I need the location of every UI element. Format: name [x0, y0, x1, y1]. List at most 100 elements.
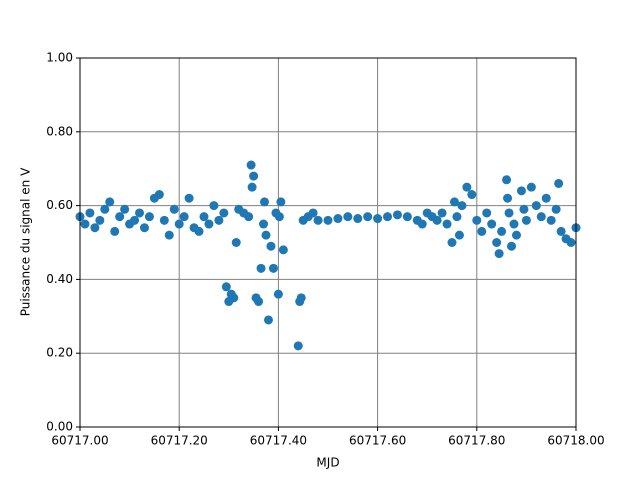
point: [417, 219, 427, 229]
point: [497, 226, 507, 236]
point: [276, 197, 286, 207]
point: [261, 230, 271, 240]
point: [452, 212, 462, 222]
point: [159, 215, 169, 225]
x-tick-label: 60717.00: [51, 434, 108, 448]
point: [266, 241, 276, 251]
point: [174, 219, 184, 229]
point: [80, 219, 90, 229]
point: [353, 214, 363, 224]
point: [531, 201, 541, 211]
point: [566, 238, 576, 247]
x-tick-label: 60717.20: [151, 434, 208, 448]
point: [432, 215, 442, 225]
point: [363, 212, 373, 222]
point: [323, 215, 333, 225]
y-tick-label: 0.20: [46, 346, 73, 360]
point: [184, 193, 194, 203]
point: [249, 171, 259, 181]
y-tick-label: 1.00: [46, 51, 73, 65]
point: [209, 201, 219, 211]
point: [296, 293, 306, 303]
x-tick-label: 60717.80: [448, 434, 505, 448]
point: [504, 208, 514, 218]
point: [231, 238, 241, 247]
point: [551, 204, 561, 214]
point: [105, 197, 115, 207]
point: [541, 193, 551, 203]
point: [343, 212, 353, 222]
point: [546, 215, 556, 225]
y-tick-label: 0.00: [46, 420, 73, 434]
point: [509, 219, 519, 229]
point: [221, 282, 231, 292]
point: [179, 212, 189, 222]
point: [256, 263, 266, 273]
point: [526, 182, 536, 192]
point: [246, 160, 256, 170]
point: [90, 223, 100, 233]
point: [402, 212, 412, 222]
point: [511, 230, 521, 240]
point: [263, 315, 273, 325]
point: [392, 210, 402, 220]
point: [139, 223, 149, 233]
point: [259, 219, 269, 229]
point: [437, 208, 447, 218]
plot-frame: [79, 57, 577, 428]
point: [214, 215, 224, 225]
point: [507, 241, 517, 251]
point: [247, 182, 257, 192]
point: [110, 226, 120, 236]
point: [373, 214, 383, 224]
point: [244, 212, 254, 222]
point: [462, 182, 472, 192]
point: [293, 341, 303, 351]
x-tick-label: 60717.60: [349, 434, 406, 448]
point: [199, 212, 209, 222]
point: [268, 263, 278, 273]
y-tick-label: 0.40: [46, 272, 73, 286]
point: [308, 208, 318, 218]
x-tick-label: 60717.40: [250, 434, 307, 448]
point: [313, 215, 323, 225]
point: [521, 215, 531, 225]
point: [383, 212, 393, 222]
x-tick-label: 60718.00: [547, 434, 604, 448]
point: [556, 226, 566, 236]
point: [454, 230, 464, 240]
point: [502, 175, 512, 185]
point: [554, 178, 564, 188]
point: [516, 186, 526, 196]
point: [449, 197, 459, 207]
point: [472, 215, 482, 225]
point: [467, 190, 477, 200]
point: [169, 204, 179, 214]
point: [442, 219, 452, 229]
point: [447, 238, 457, 247]
point: [135, 208, 145, 218]
point: [503, 193, 513, 203]
y-tick-label: 0.80: [46, 124, 73, 138]
point: [194, 226, 204, 236]
point: [273, 289, 283, 299]
point: [457, 201, 467, 211]
point: [144, 212, 154, 222]
point: [274, 212, 284, 222]
point: [487, 219, 497, 229]
point: [100, 204, 110, 214]
point: [260, 197, 270, 207]
point: [278, 245, 288, 255]
point: [154, 190, 164, 200]
point: [494, 249, 504, 259]
point: [130, 215, 140, 225]
point: [254, 297, 264, 307]
point: [164, 230, 174, 240]
point: [115, 212, 125, 222]
x-axis-label: MJD: [316, 456, 339, 470]
point: [229, 293, 239, 303]
point: [536, 212, 546, 222]
point: [95, 215, 105, 225]
point: [120, 204, 130, 214]
